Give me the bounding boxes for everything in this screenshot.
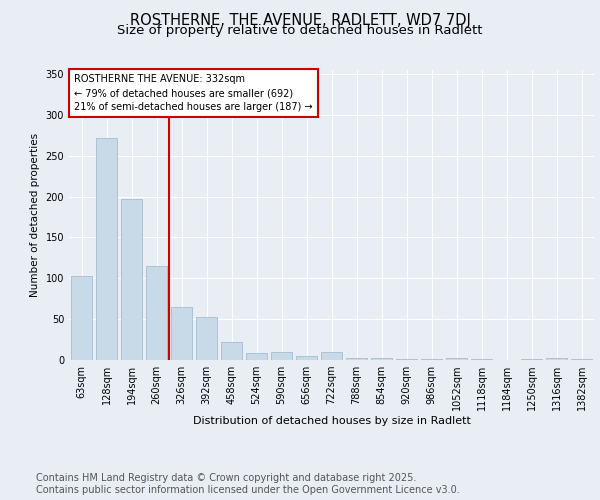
Bar [246,354,267,360]
Bar [471,359,492,360]
Bar [146,266,167,360]
Bar [121,199,142,360]
Bar [96,138,117,360]
Y-axis label: Number of detached properties: Number of detached properties [30,133,40,297]
Bar [346,358,367,360]
Bar [446,358,467,360]
Bar [521,359,542,360]
Bar [271,352,292,360]
Bar [221,342,242,360]
Text: Contains HM Land Registry data © Crown copyright and database right 2025.
Contai: Contains HM Land Registry data © Crown c… [36,474,460,495]
Bar [421,359,442,360]
Bar [171,307,192,360]
Bar [571,359,592,360]
Bar [371,358,392,360]
Bar [321,352,342,360]
Bar [546,358,567,360]
Text: ROSTHERNE THE AVENUE: 332sqm
← 79% of detached houses are smaller (692)
21% of s: ROSTHERNE THE AVENUE: 332sqm ← 79% of de… [74,74,313,112]
Text: Size of property relative to detached houses in Radlett: Size of property relative to detached ho… [117,24,483,37]
Text: ROSTHERNE, THE AVENUE, RADLETT, WD7 7DJ: ROSTHERNE, THE AVENUE, RADLETT, WD7 7DJ [130,12,470,28]
Bar [71,276,92,360]
Bar [196,316,217,360]
Bar [396,359,417,360]
X-axis label: Distribution of detached houses by size in Radlett: Distribution of detached houses by size … [193,416,470,426]
Bar [296,356,317,360]
